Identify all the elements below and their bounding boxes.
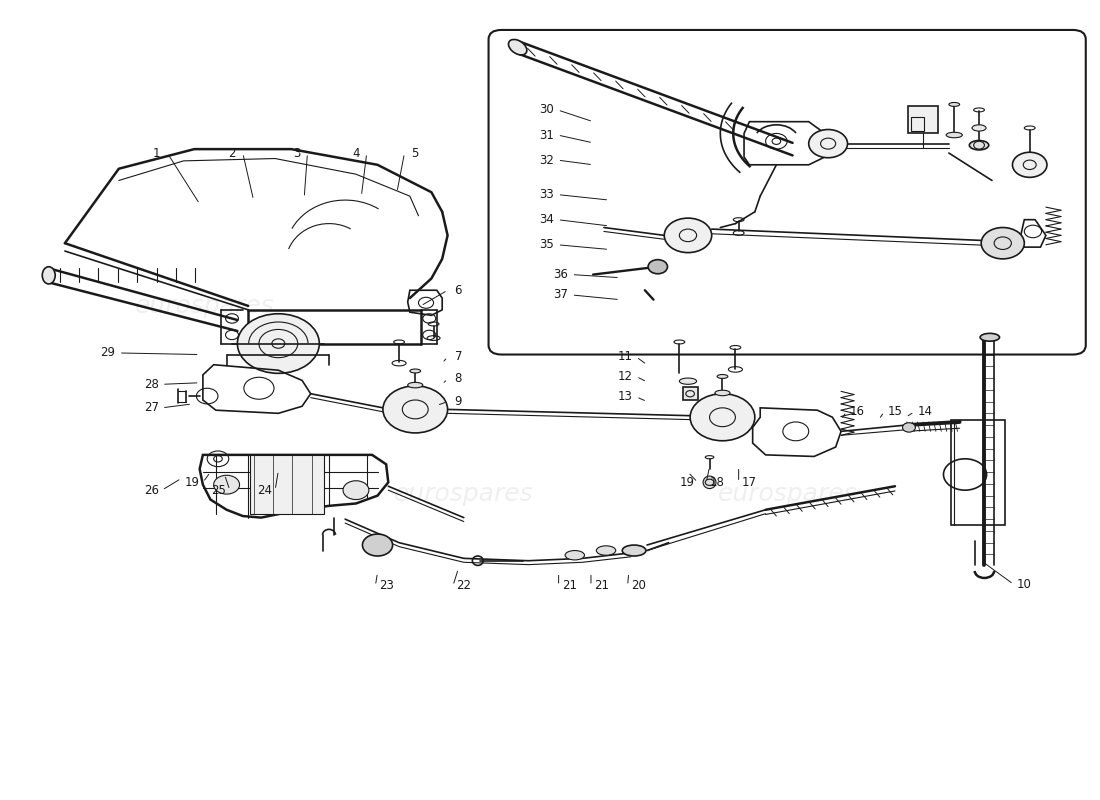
Text: 16: 16 <box>849 406 865 418</box>
Circle shape <box>213 475 240 494</box>
Circle shape <box>238 314 319 374</box>
Text: 6: 6 <box>454 284 462 297</box>
Text: 10: 10 <box>1016 578 1032 590</box>
Circle shape <box>902 422 915 432</box>
Text: 12: 12 <box>618 370 632 383</box>
Text: 32: 32 <box>539 154 554 166</box>
Text: 9: 9 <box>454 395 462 408</box>
Text: 8: 8 <box>454 372 462 386</box>
Ellipse shape <box>42 266 55 284</box>
Bar <box>952 419 1005 526</box>
Text: 35: 35 <box>539 238 554 251</box>
Bar <box>911 117 924 131</box>
Text: 1: 1 <box>153 146 161 159</box>
Text: 22: 22 <box>456 579 471 592</box>
Text: 5: 5 <box>411 146 419 159</box>
Text: 30: 30 <box>539 103 554 117</box>
Ellipse shape <box>565 550 584 560</box>
Ellipse shape <box>717 374 728 378</box>
Circle shape <box>343 481 368 499</box>
Text: 7: 7 <box>454 350 462 363</box>
Ellipse shape <box>596 546 616 555</box>
Text: 4: 4 <box>352 146 360 159</box>
Ellipse shape <box>623 545 646 556</box>
Ellipse shape <box>972 125 986 131</box>
Text: eurospares: eurospares <box>135 294 275 318</box>
Text: 3: 3 <box>293 146 300 159</box>
Text: 13: 13 <box>618 390 632 403</box>
Text: 18: 18 <box>710 476 725 489</box>
Text: eurospares: eurospares <box>717 482 857 506</box>
Circle shape <box>690 394 755 441</box>
Text: 14: 14 <box>917 406 933 418</box>
Ellipse shape <box>949 102 959 106</box>
Ellipse shape <box>680 378 696 384</box>
Circle shape <box>664 218 712 253</box>
Circle shape <box>1012 152 1047 178</box>
Text: 36: 36 <box>553 268 569 281</box>
Text: 28: 28 <box>144 378 158 391</box>
Text: 27: 27 <box>144 402 158 414</box>
Text: 21: 21 <box>562 579 576 592</box>
Text: 15: 15 <box>888 406 902 418</box>
Bar <box>683 387 697 400</box>
Text: eurospares: eurospares <box>394 482 534 506</box>
Text: 11: 11 <box>618 350 632 363</box>
Text: 2: 2 <box>228 146 235 159</box>
Text: 31: 31 <box>539 129 554 142</box>
Ellipse shape <box>410 369 420 373</box>
Text: 26: 26 <box>144 484 158 497</box>
Bar <box>908 106 938 134</box>
Circle shape <box>648 260 668 274</box>
Text: 29: 29 <box>100 346 116 359</box>
Circle shape <box>808 130 847 158</box>
Circle shape <box>981 227 1024 259</box>
Text: 24: 24 <box>256 484 272 497</box>
Ellipse shape <box>715 390 730 396</box>
Text: 37: 37 <box>553 289 569 302</box>
Text: 21: 21 <box>594 579 609 592</box>
Text: 34: 34 <box>539 213 554 226</box>
Circle shape <box>383 386 448 433</box>
Ellipse shape <box>980 334 1000 341</box>
FancyBboxPatch shape <box>488 30 1086 354</box>
Ellipse shape <box>946 132 962 138</box>
Text: 20: 20 <box>631 579 646 592</box>
Bar <box>251 455 323 514</box>
Text: 19: 19 <box>680 476 694 489</box>
Circle shape <box>362 534 393 556</box>
Ellipse shape <box>703 476 716 489</box>
Text: 33: 33 <box>539 188 554 201</box>
Text: 25: 25 <box>211 484 227 497</box>
Text: 17: 17 <box>741 476 757 489</box>
Text: 23: 23 <box>378 579 394 592</box>
Text: eurospares: eurospares <box>609 294 749 318</box>
Ellipse shape <box>508 39 527 55</box>
Ellipse shape <box>969 141 989 150</box>
Text: 19: 19 <box>185 476 199 489</box>
Ellipse shape <box>408 382 422 388</box>
